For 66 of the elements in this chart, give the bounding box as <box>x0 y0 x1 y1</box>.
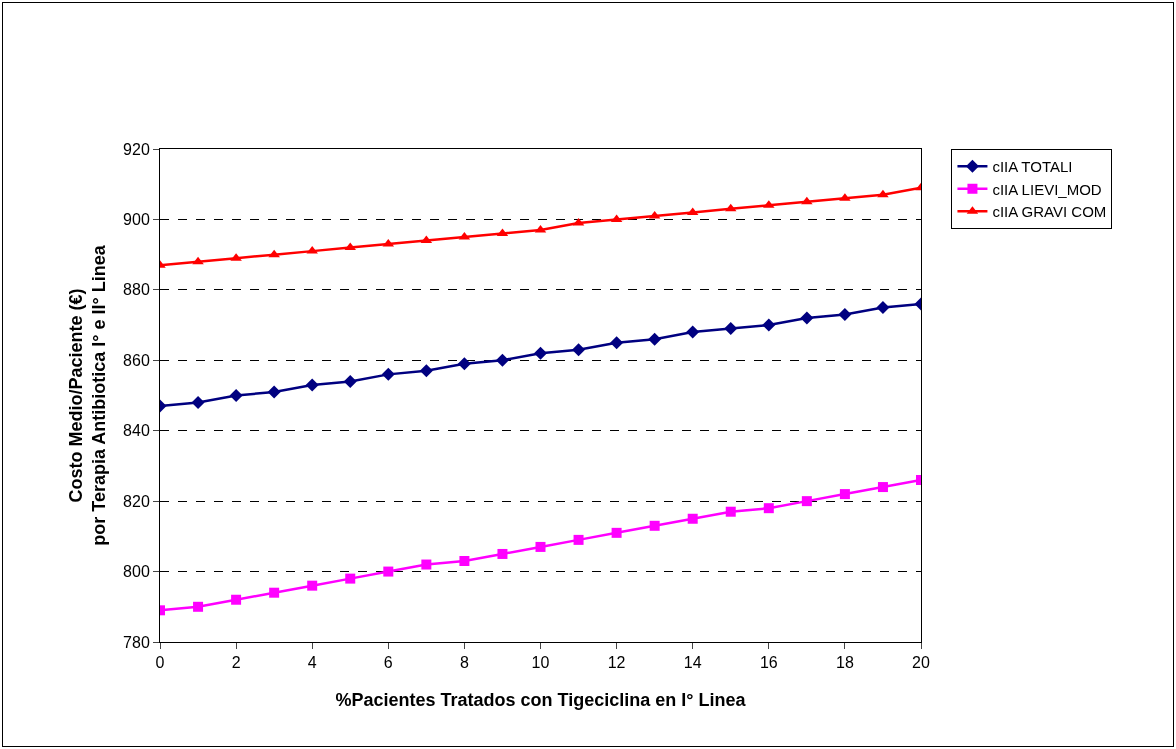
point <box>534 346 547 360</box>
x-tick-label: 2 <box>231 654 241 672</box>
point <box>763 503 774 514</box>
y-tick-label: 900 <box>123 211 150 229</box>
point <box>762 318 776 332</box>
point <box>611 527 622 538</box>
point <box>421 559 432 570</box>
x-tick-label: 16 <box>759 654 778 672</box>
y-tick-label: 920 <box>123 140 150 158</box>
point <box>649 520 660 531</box>
y-axis-title: Costo Medio/Paciente (€) por Terapia Antibiotica I° e II° Linea <box>65 244 110 546</box>
point <box>724 322 738 336</box>
y-tick-label: 880 <box>123 281 150 299</box>
point <box>535 541 546 552</box>
point <box>193 601 204 612</box>
x-tick-label: 10 <box>531 654 550 672</box>
point <box>383 566 394 577</box>
point <box>877 482 888 493</box>
point <box>800 311 814 325</box>
point <box>231 594 242 605</box>
point <box>269 587 280 598</box>
point <box>267 385 281 399</box>
x-tick-label: 4 <box>307 654 317 672</box>
point <box>495 353 509 367</box>
point <box>876 300 890 314</box>
point <box>801 496 812 507</box>
point <box>801 196 813 205</box>
legend-label: cIIA GRAVI COM <box>992 203 1107 221</box>
point <box>497 548 508 559</box>
x-tick-label: 18 <box>836 654 854 672</box>
point <box>305 378 319 392</box>
point <box>573 534 584 545</box>
x-tick-label: 12 <box>607 654 626 672</box>
legend-label: cIIA LIEVI_MOD <box>992 180 1102 198</box>
point <box>839 489 850 500</box>
point <box>610 336 624 350</box>
point <box>725 506 736 517</box>
point <box>229 389 243 402</box>
x-tick-label: 20 <box>912 654 930 672</box>
point <box>838 308 852 322</box>
y-tick-label: 780 <box>123 633 150 651</box>
point <box>419 364 433 378</box>
point <box>457 357 471 371</box>
legend-label: cIIA TOTALI <box>992 158 1073 176</box>
point <box>307 580 318 591</box>
point <box>877 189 889 198</box>
x-tick-label: 8 <box>459 654 469 672</box>
y-tick-label: 800 <box>123 563 150 581</box>
point <box>343 374 357 388</box>
point <box>345 573 356 584</box>
point <box>268 249 280 258</box>
point <box>572 343 586 357</box>
point <box>192 256 204 265</box>
x-tick-label: 0 <box>155 654 165 672</box>
point <box>381 367 395 381</box>
point <box>459 556 470 567</box>
point <box>648 332 662 346</box>
y-tick-label: 820 <box>123 492 150 510</box>
x-tick-label: 14 <box>683 654 702 672</box>
y-tick-label: 860 <box>123 351 150 369</box>
x-axis-title: %Pacientes Tratados con Tigeciclina en I° Linea <box>335 690 747 710</box>
y-tick-label: 840 <box>123 422 150 440</box>
point <box>686 325 700 339</box>
point <box>687 513 698 524</box>
x-tick-label: 6 <box>383 654 393 672</box>
point <box>191 396 205 410</box>
